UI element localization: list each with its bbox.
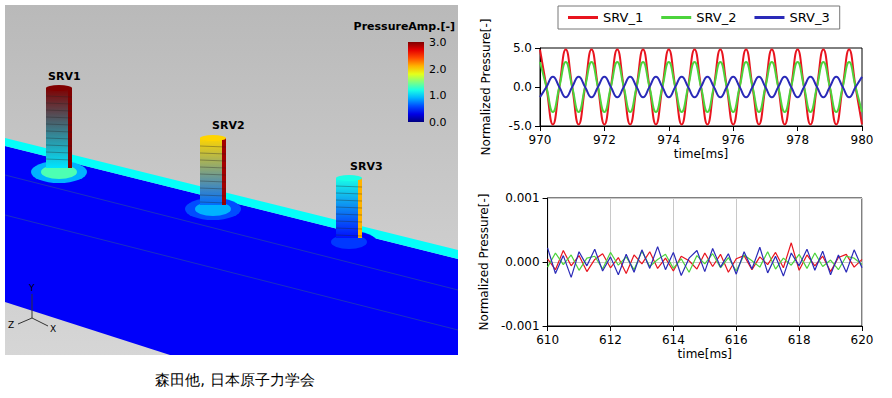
svg-text:time[ms]: time[ms] bbox=[674, 147, 728, 161]
svg-text:SRV_1: SRV_1 bbox=[603, 10, 643, 25]
svg-text:0.0: 0.0 bbox=[429, 116, 447, 129]
svg-text:X: X bbox=[50, 324, 56, 334]
svg-text:610: 610 bbox=[536, 333, 559, 347]
svg-text:SRV3: SRV3 bbox=[350, 160, 383, 173]
svg-text:618: 618 bbox=[788, 333, 811, 347]
svg-text:0.001: 0.001 bbox=[505, 191, 539, 205]
svg-text:972: 972 bbox=[593, 133, 616, 147]
svg-text:978: 978 bbox=[786, 133, 809, 147]
svg-text:PressureAmp.[-]: PressureAmp.[-] bbox=[354, 20, 455, 33]
svg-text:SRV1: SRV1 bbox=[48, 70, 81, 83]
svg-text:SRV2: SRV2 bbox=[212, 119, 245, 132]
svg-text:5.0: 5.0 bbox=[513, 41, 532, 55]
svg-text:森田他, 日本原子力学会: 森田他, 日本原子力学会 bbox=[155, 371, 315, 389]
svg-text:974: 974 bbox=[657, 133, 680, 147]
svg-text:1.0: 1.0 bbox=[429, 89, 447, 102]
svg-text:SRV_3: SRV_3 bbox=[789, 10, 829, 25]
svg-text:Y: Y bbox=[28, 283, 35, 293]
svg-text:Normalized Pressure[-]: Normalized Pressure[-] bbox=[477, 194, 491, 331]
svg-text:612: 612 bbox=[599, 333, 622, 347]
svg-text:SRV_2: SRV_2 bbox=[696, 10, 736, 25]
svg-text:Normalized Pressure[-]: Normalized Pressure[-] bbox=[479, 19, 493, 156]
svg-text:970: 970 bbox=[529, 133, 552, 147]
svg-text:976: 976 bbox=[722, 133, 745, 147]
svg-text:614: 614 bbox=[662, 333, 685, 347]
svg-text:2.0: 2.0 bbox=[429, 63, 447, 76]
svg-text:616: 616 bbox=[725, 333, 748, 347]
svg-text:620: 620 bbox=[851, 333, 874, 347]
svg-text:time[ms]: time[ms] bbox=[678, 347, 732, 361]
svg-text:-0.001: -0.001 bbox=[501, 319, 540, 333]
svg-text:980: 980 bbox=[851, 133, 874, 147]
svg-text:-5.0: -5.0 bbox=[509, 119, 532, 133]
svg-text:0.0: 0.0 bbox=[513, 80, 532, 94]
svg-text:3.0: 3.0 bbox=[429, 36, 447, 49]
svg-text:0.000: 0.000 bbox=[505, 255, 539, 269]
svg-text:Z: Z bbox=[8, 320, 14, 330]
